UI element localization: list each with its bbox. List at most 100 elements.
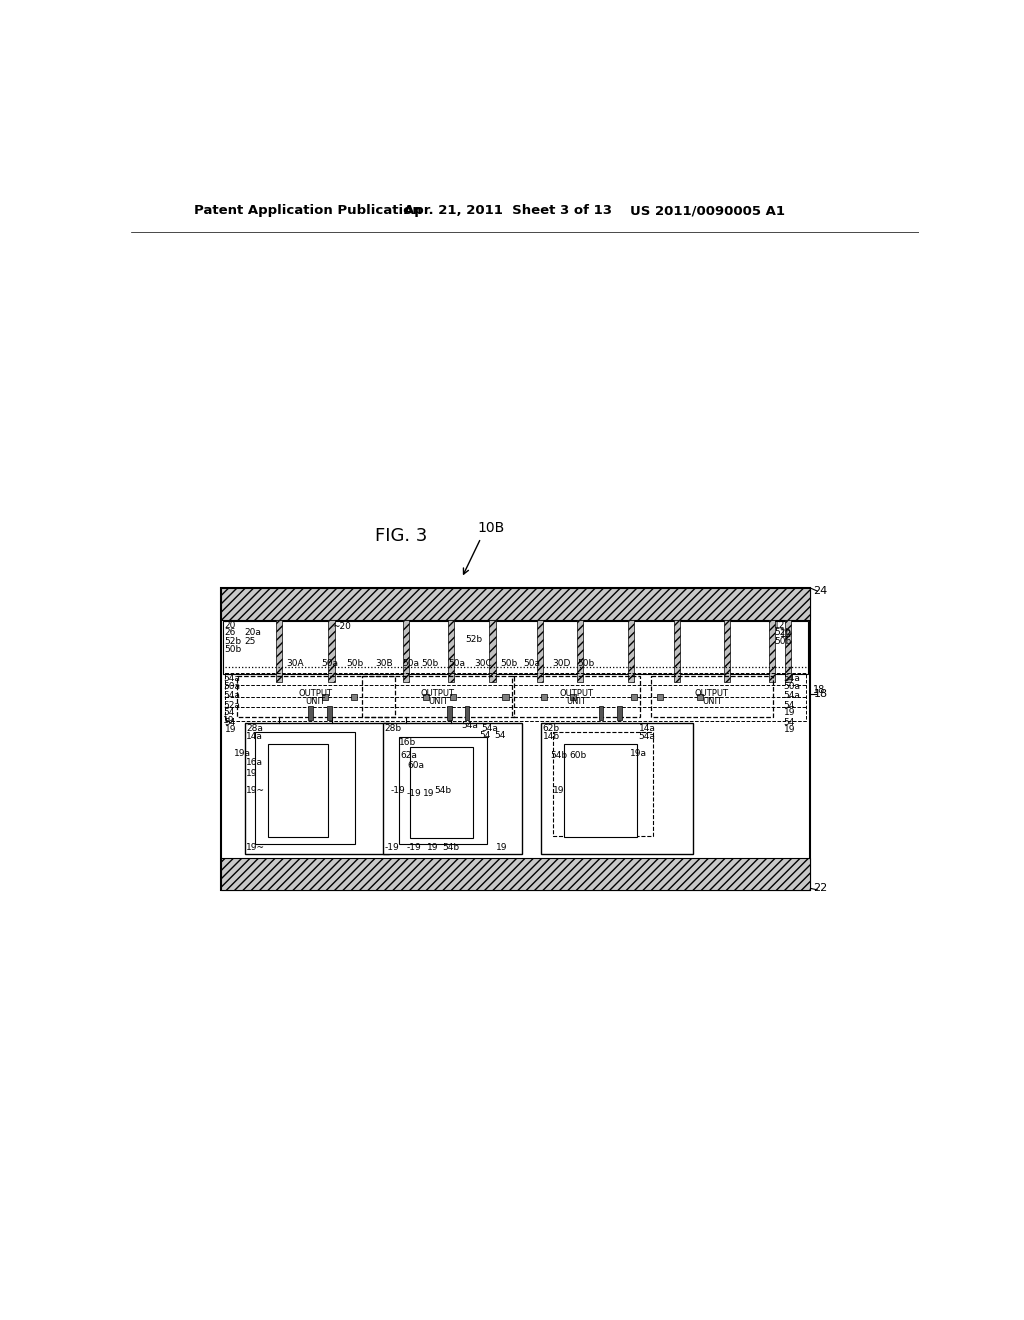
Bar	[769, 620, 775, 682]
Bar	[403, 620, 410, 682]
Text: 52a: 52a	[223, 701, 240, 710]
Text: 19: 19	[223, 715, 234, 725]
Text: 20a: 20a	[245, 628, 261, 638]
Text: 19: 19	[783, 709, 795, 717]
Bar	[651, 676, 773, 718]
Text: 50a: 50a	[322, 659, 339, 668]
Bar	[674, 620, 680, 682]
Text: 52b: 52b	[466, 635, 482, 644]
Text: 19: 19	[246, 770, 258, 777]
Bar	[351, 693, 357, 700]
Text: 54b: 54b	[435, 787, 452, 795]
Bar	[578, 620, 584, 682]
Text: UNIT: UNIT	[701, 697, 722, 706]
Text: 10B: 10B	[477, 521, 504, 535]
Text: 30A: 30A	[286, 659, 304, 668]
Bar	[465, 706, 469, 719]
Text: 26: 26	[224, 628, 236, 638]
Bar	[237, 676, 394, 718]
Text: 19: 19	[224, 725, 236, 734]
Bar	[447, 706, 452, 719]
Text: -19: -19	[407, 789, 421, 799]
Text: 54: 54	[223, 709, 234, 717]
Text: 54: 54	[479, 731, 490, 739]
Bar	[221, 858, 810, 890]
Text: 50a: 50a	[447, 659, 465, 668]
Text: 54b: 54b	[442, 843, 460, 851]
Text: 50b: 50b	[774, 636, 792, 645]
Text: 54a: 54a	[462, 722, 478, 730]
Text: 16a: 16a	[246, 759, 263, 767]
Text: 60b: 60b	[569, 751, 587, 759]
Text: OUTPUT: OUTPUT	[299, 689, 333, 698]
Text: 19: 19	[497, 843, 508, 851]
Text: 19a: 19a	[233, 750, 251, 758]
Bar	[564, 744, 637, 837]
Bar	[541, 693, 547, 700]
Bar	[223, 622, 281, 675]
Text: Apr. 21, 2011  Sheet 3 of 13: Apr. 21, 2011 Sheet 3 of 13	[403, 205, 612, 218]
Bar	[327, 706, 332, 719]
Bar	[221, 589, 810, 890]
Text: OUTPUT: OUTPUT	[559, 689, 593, 698]
Text: 12: 12	[779, 630, 792, 639]
Bar	[628, 620, 634, 682]
Text: 30C: 30C	[475, 659, 493, 668]
Text: 54: 54	[494, 731, 506, 739]
Text: 16b: 16b	[398, 738, 416, 747]
Text: 19: 19	[423, 789, 434, 799]
Bar	[221, 589, 810, 620]
Text: 14b: 14b	[543, 733, 560, 741]
Text: 50b: 50b	[578, 659, 594, 668]
Bar	[361, 676, 514, 718]
Text: 19a: 19a	[630, 750, 646, 758]
Bar	[553, 733, 652, 836]
Bar	[724, 620, 730, 682]
Text: OUTPUT: OUTPUT	[421, 689, 455, 698]
Text: 50b: 50b	[421, 659, 438, 668]
Bar	[617, 706, 622, 719]
Text: 18: 18	[813, 685, 825, 694]
Bar	[398, 737, 487, 845]
Bar	[225, 673, 806, 721]
Text: UNIT: UNIT	[428, 697, 447, 706]
Text: 50b: 50b	[500, 659, 517, 668]
Text: 50a: 50a	[783, 682, 801, 692]
Bar	[447, 620, 454, 682]
Text: 12: 12	[774, 620, 785, 630]
Text: 50a: 50a	[223, 682, 240, 692]
Text: 50a: 50a	[523, 659, 541, 668]
Bar	[410, 747, 473, 838]
Text: -19: -19	[385, 843, 399, 851]
Bar	[697, 693, 703, 700]
Text: 50b: 50b	[346, 659, 364, 668]
Text: 22: 22	[813, 883, 827, 894]
Bar	[276, 620, 283, 682]
Text: 28b: 28b	[385, 725, 401, 734]
Bar	[785, 620, 792, 682]
Text: 54b: 54b	[550, 751, 567, 759]
Bar	[223, 622, 808, 675]
Text: 54a: 54a	[481, 723, 498, 733]
Text: UNIT: UNIT	[566, 697, 586, 706]
Text: 62a: 62a	[400, 751, 417, 759]
Text: 50a: 50a	[402, 659, 420, 668]
Text: 54a: 54a	[783, 673, 801, 682]
Text: -19: -19	[407, 843, 421, 851]
Text: 30B: 30B	[376, 659, 393, 668]
Text: UNIT: UNIT	[306, 697, 326, 706]
Bar	[267, 744, 328, 837]
Text: 60a: 60a	[408, 760, 425, 770]
Bar	[255, 733, 355, 843]
Text: 54a: 54a	[223, 692, 240, 701]
Bar	[541, 723, 693, 854]
Text: 20: 20	[224, 620, 236, 630]
Text: -19: -19	[391, 787, 406, 795]
Text: 19: 19	[427, 843, 438, 851]
Bar	[631, 693, 637, 700]
Text: 54: 54	[783, 701, 795, 710]
Text: 19~: 19~	[246, 843, 265, 851]
Text: 24: 24	[813, 586, 827, 597]
Bar	[423, 693, 429, 700]
Text: 52b: 52b	[774, 628, 792, 638]
